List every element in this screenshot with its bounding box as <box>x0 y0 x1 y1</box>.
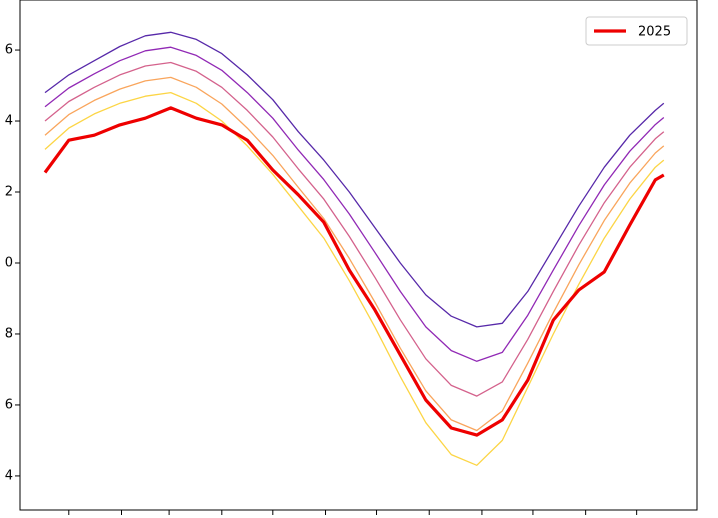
y-tick-label: 6 <box>5 397 13 412</box>
series-line <box>44 46 665 362</box>
y-tick-label: 4 <box>5 468 13 483</box>
series-line <box>44 61 665 397</box>
legend-label: 2025 <box>638 25 671 40</box>
series-line <box>43 106 665 437</box>
plot-frame <box>19 0 698 511</box>
y-tick-label: 6 <box>5 43 13 58</box>
y-tick-label: 0 <box>5 255 13 270</box>
series-line <box>44 31 665 328</box>
y-tick-label: 8 <box>5 326 13 341</box>
y-tick-label: 4 <box>5 114 13 129</box>
y-tick-label: 2 <box>5 185 13 200</box>
legend-box <box>585 16 688 46</box>
series-line <box>44 76 665 432</box>
